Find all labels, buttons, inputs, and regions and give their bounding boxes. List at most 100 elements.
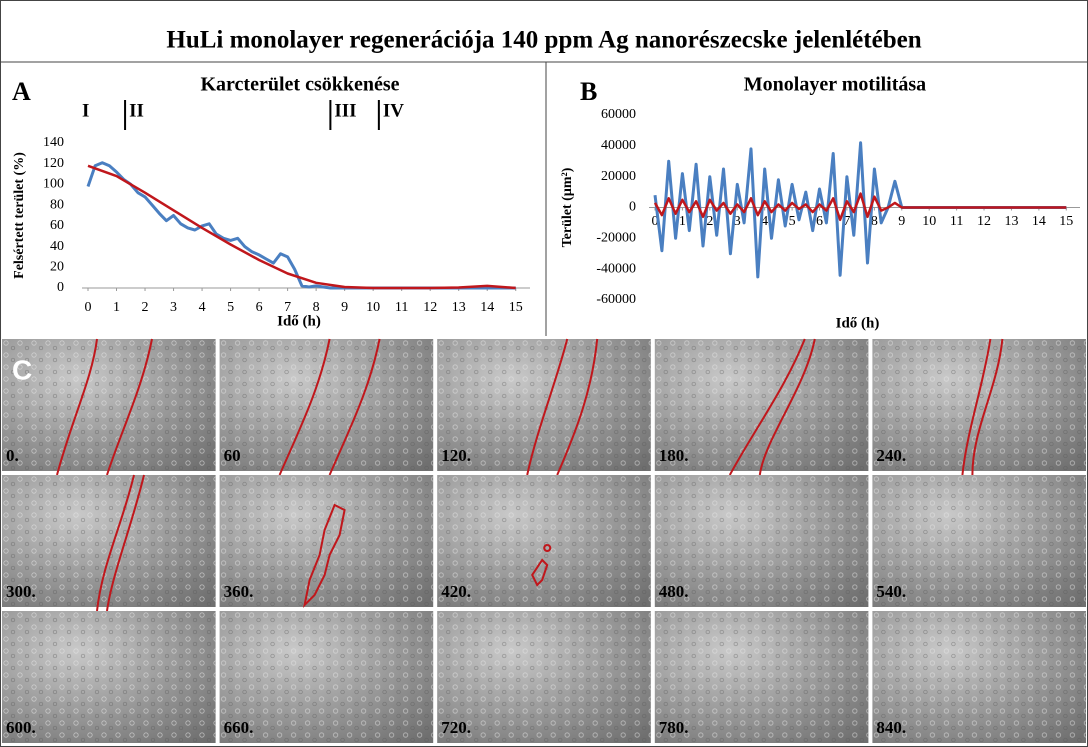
micrograph-texture <box>654 611 869 743</box>
frame-label: 360. <box>224 582 254 601</box>
micrograph-texture <box>437 611 651 743</box>
micrograph: 780. <box>654 611 869 743</box>
y-tick-label: 60 <box>50 218 64 233</box>
y-tick-label: 0 <box>629 200 636 215</box>
frame-label: 480. <box>659 582 689 601</box>
micrograph-texture <box>872 611 1086 743</box>
x-tick-label: 15 <box>1059 214 1073 229</box>
phase-label: III <box>334 100 356 121</box>
micrograph-texture <box>654 475 869 607</box>
micrograph-texture <box>219 475 434 607</box>
wound-outline <box>961 338 992 476</box>
x-tick-label: 4 <box>761 214 768 229</box>
data-line <box>86 161 516 290</box>
x-tick-label: 0 <box>85 300 92 315</box>
y-tick-label: 0 <box>57 280 64 295</box>
x-tick-label: 7 <box>843 214 850 229</box>
micrograph: 240. <box>872 338 1086 476</box>
y-tick-label: 60000 <box>601 107 636 122</box>
panel-letter: B <box>580 77 597 106</box>
frame-label: 120. <box>441 446 471 465</box>
x-tick-label: 13 <box>452 300 466 315</box>
y-axis-label: Felsértett terület (%) <box>12 152 27 279</box>
data-line <box>653 192 1067 222</box>
micrograph: 180. <box>654 338 869 476</box>
x-tick-label: 12 <box>423 300 437 315</box>
x-tick-label: 9 <box>898 214 905 229</box>
micrograph-texture <box>872 339 1086 471</box>
wound-outline <box>758 338 816 476</box>
frame-label: 420. <box>441 582 471 601</box>
x-tick-label: 0 <box>652 214 659 229</box>
wound-outline <box>96 474 135 612</box>
y-tick-label: 40 <box>50 239 64 254</box>
wound-outline <box>526 338 569 476</box>
micrograph-texture <box>2 611 216 743</box>
micrograph-texture <box>437 475 651 607</box>
micrograph: 60 <box>219 338 434 476</box>
frame-label: 0. <box>6 446 19 465</box>
micrograph: 420. <box>437 475 651 607</box>
y-tick-label: 120 <box>43 156 64 171</box>
wound-outline <box>302 503 346 609</box>
y-tick-label: 20 <box>50 260 64 275</box>
micrograph: 840. <box>872 611 1086 743</box>
x-tick-label: 15 <box>509 300 523 315</box>
x-axis-label: Idő (h) <box>836 315 880 331</box>
panel-letter: A <box>12 77 31 106</box>
x-tick-label: 10 <box>366 300 380 315</box>
y-tick-label: -20000 <box>596 231 636 246</box>
x-tick-label: 9 <box>341 300 348 315</box>
micrograph-texture <box>2 339 216 471</box>
frame-label: 840. <box>876 718 906 737</box>
y-axis-label: Terület (µm²) <box>560 167 575 247</box>
wound-outline <box>328 338 381 476</box>
frame-label: 180. <box>659 446 689 465</box>
frame-label: 300. <box>6 582 36 601</box>
frame-label: 540. <box>876 582 906 601</box>
figure-title: HuLi monolayer regenerációja 140 ppm Ag … <box>166 27 921 54</box>
wound-outline <box>728 338 806 476</box>
frame-label: 240. <box>876 446 906 465</box>
micrograph: 300. <box>2 474 216 612</box>
micrograph: 600. <box>2 611 216 743</box>
wound-outline <box>106 474 145 612</box>
frame-label: 660. <box>224 718 254 737</box>
y-tick-label: 140 <box>43 135 64 150</box>
wound-outline <box>278 338 331 476</box>
x-tick-label: 13 <box>1004 214 1018 229</box>
x-tick-label: 12 <box>977 214 991 229</box>
x-tick-label: 4 <box>199 300 206 315</box>
x-tick-label: 2 <box>142 300 149 315</box>
chart-title: Monolayer motilitása <box>744 74 926 96</box>
x-tick-label: 7 <box>284 300 291 315</box>
x-tick-label: 14 <box>1032 214 1046 229</box>
x-tick-label: 14 <box>480 300 494 315</box>
x-tick-label: 1 <box>679 214 686 229</box>
y-tick-label: 100 <box>43 177 64 192</box>
x-tick-label: 3 <box>170 300 177 315</box>
micrograph: 660. <box>219 611 434 743</box>
panel-letter: C <box>12 354 32 385</box>
x-tick-label: 5 <box>227 300 234 315</box>
y-tick-label: 20000 <box>601 169 636 184</box>
x-tick-label: 1 <box>113 300 120 315</box>
y-tick-label: -60000 <box>596 292 636 307</box>
y-tick-label: 80 <box>50 197 64 212</box>
micrograph: 720. <box>437 611 651 743</box>
wound-outline <box>971 338 1004 476</box>
chart-title: Karcterület csökkenése <box>200 74 399 96</box>
x-tick-label: 5 <box>789 214 796 229</box>
y-tick-label: -40000 <box>596 261 636 276</box>
x-tick-label: 6 <box>816 214 823 229</box>
micrograph-texture <box>2 475 216 607</box>
x-tick-label: 2 <box>706 214 713 229</box>
micrograph: 0. <box>2 338 216 476</box>
phase-label: IV <box>383 100 404 121</box>
frame-label: 600. <box>6 718 36 737</box>
wound-outline <box>543 544 552 552</box>
frame-label: 720. <box>441 718 471 737</box>
micrograph: 540. <box>872 475 1086 607</box>
data-line <box>87 164 516 290</box>
